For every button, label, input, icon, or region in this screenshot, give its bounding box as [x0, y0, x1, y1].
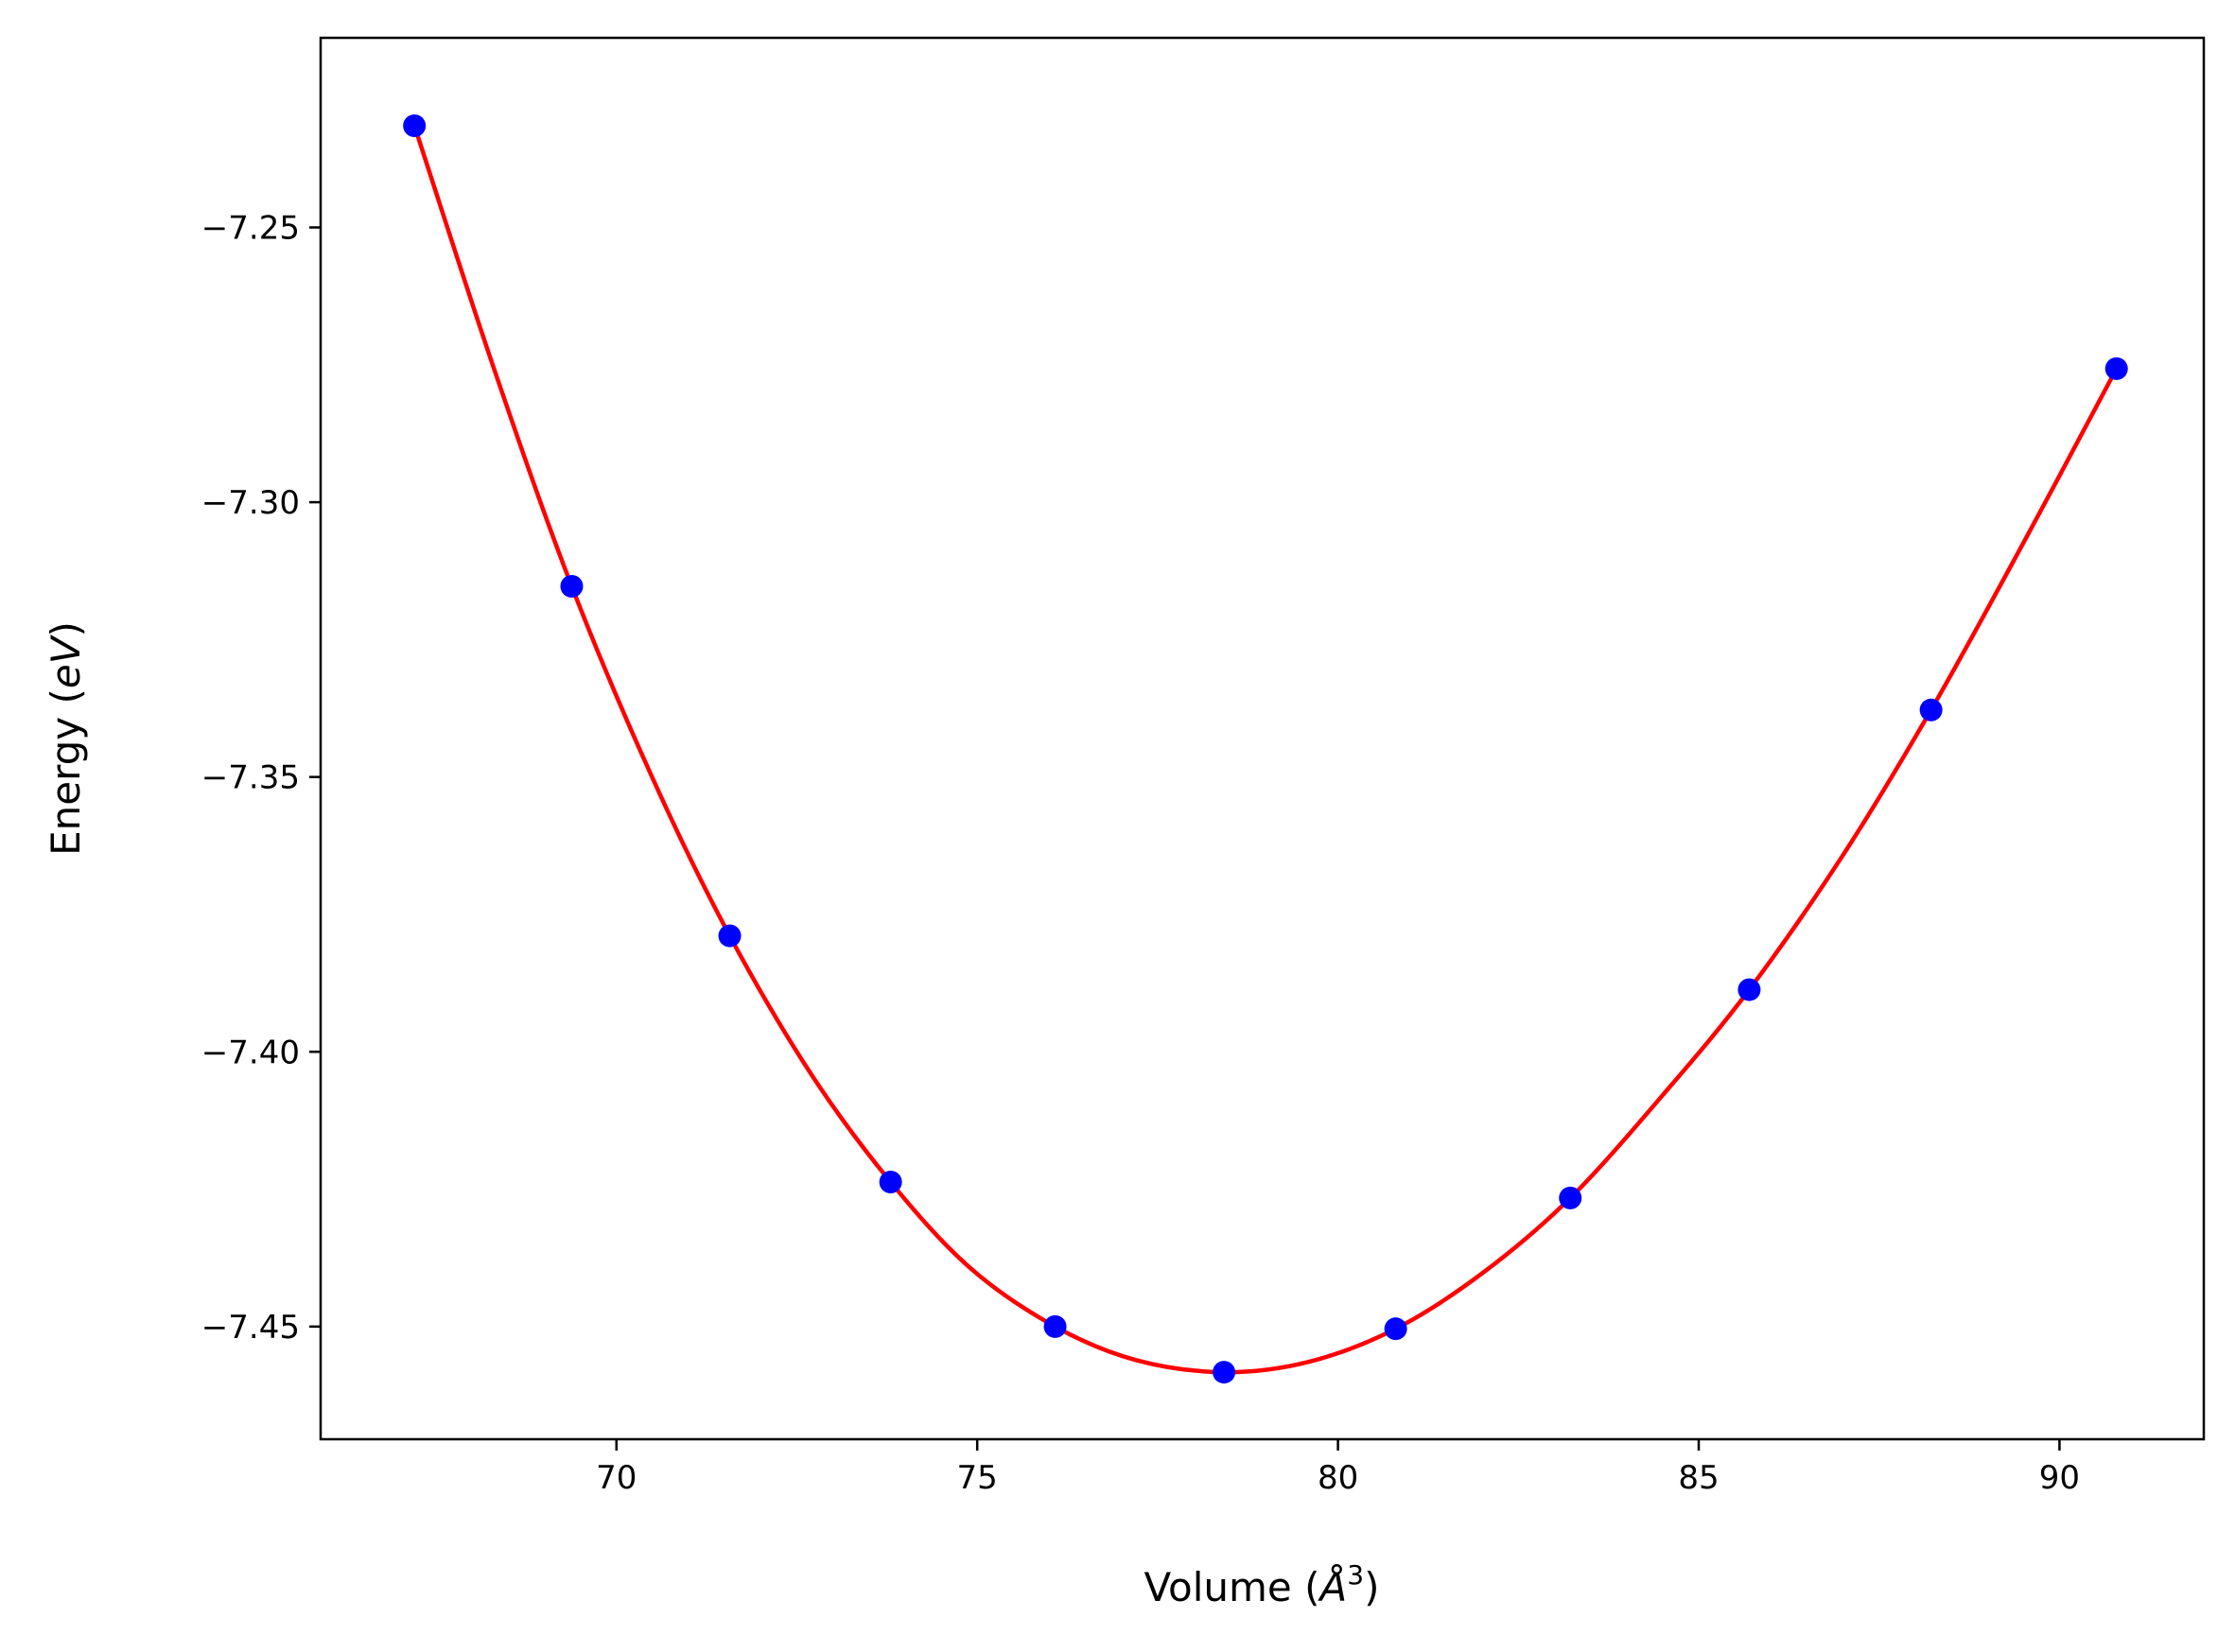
data-point	[879, 1171, 902, 1194]
data-point	[560, 575, 584, 599]
x-tick-label: 75	[957, 1459, 998, 1497]
ticks-layer: 70 75 80 85 90 −7.25 −7.30 −7.35 −7.40 −7.45	[201, 210, 2080, 1497]
y-axis-title: Energy (eV)	[43, 621, 89, 856]
x-tick-label: 70	[596, 1459, 637, 1497]
x-axis-title: Volume (Å3)	[1144, 1559, 1380, 1610]
data-point	[1919, 698, 1943, 722]
y-tick-label: −7.40	[201, 1034, 300, 1071]
plot-layer	[403, 113, 2128, 1384]
x-tick-label: 85	[1678, 1459, 1719, 1497]
data-point	[1384, 1317, 1407, 1341]
data-point	[1043, 1314, 1067, 1338]
y-tick-label: −7.45	[201, 1309, 300, 1347]
data-point	[403, 113, 427, 137]
data-point	[1737, 978, 1761, 1001]
data-point	[1559, 1186, 1582, 1209]
x-tick-label: 80	[1318, 1459, 1358, 1497]
y-tick-label: −7.25	[201, 210, 300, 248]
y-tick-label: −7.30	[201, 484, 300, 522]
y-tick-label: −7.35	[201, 759, 300, 797]
data-point	[2104, 356, 2128, 380]
x-tick-label: 90	[2039, 1459, 2080, 1497]
data-point	[1213, 1361, 1236, 1384]
data-point	[718, 924, 742, 948]
axes-frame	[319, 36, 2206, 1441]
